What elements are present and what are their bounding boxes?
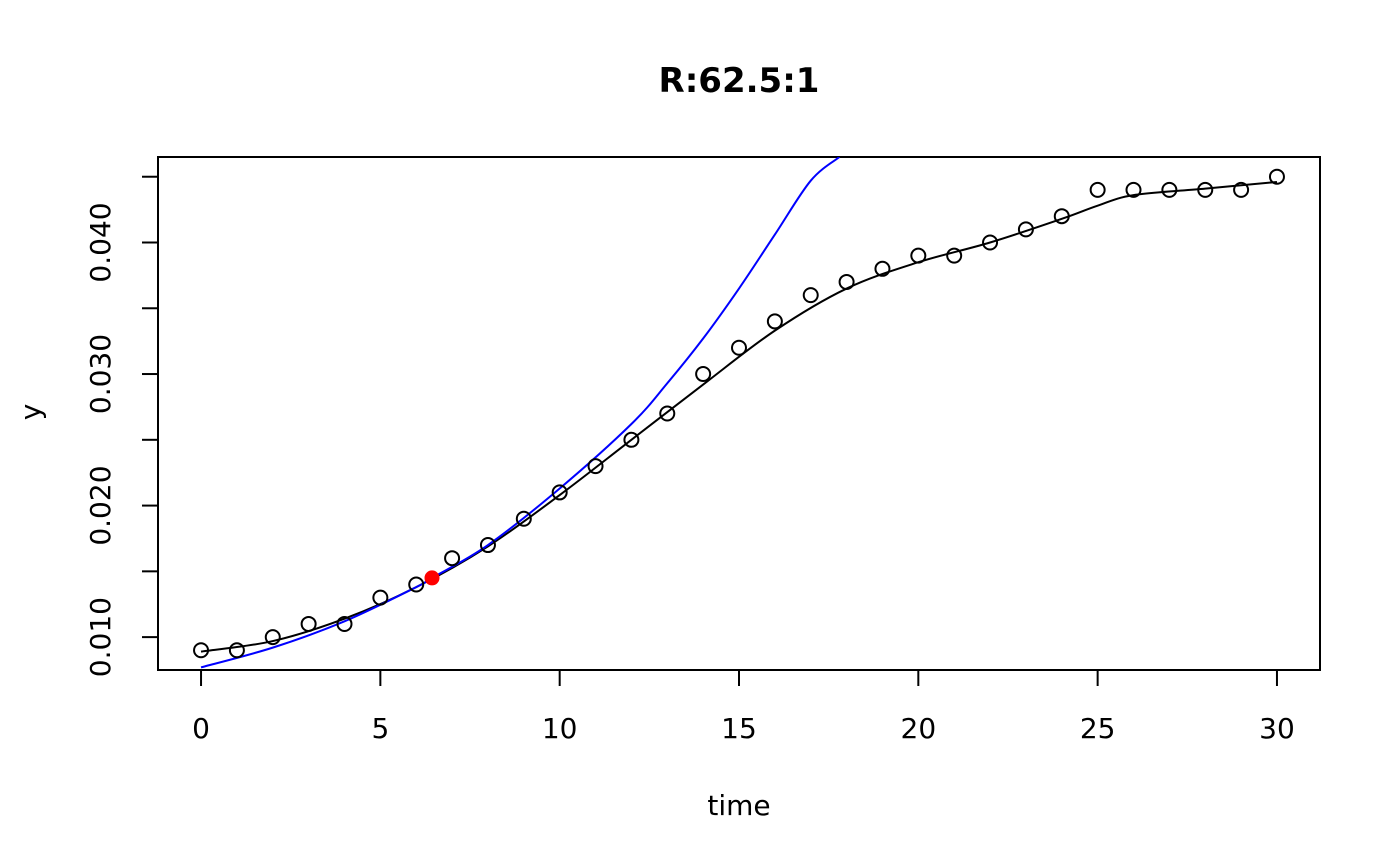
x-tick-label: 5 xyxy=(371,712,389,745)
data-point xyxy=(515,510,532,527)
data-point xyxy=(408,576,425,593)
data-point xyxy=(659,405,676,422)
highlight-point xyxy=(424,570,440,586)
x-tick-label: 30 xyxy=(1259,712,1295,745)
data-point xyxy=(264,629,281,646)
data-point xyxy=(444,550,461,567)
tangent-curve-line xyxy=(200,157,841,669)
data-point xyxy=(300,615,317,632)
series-layer xyxy=(193,157,1285,669)
data-point xyxy=(910,247,927,264)
data-point xyxy=(587,458,604,475)
data-point xyxy=(1161,181,1178,198)
y-tick-label: 0.040 xyxy=(84,202,117,282)
axes: 0 5 10 15 20 25 30 0.010 0.020 0.030 0.040 xyxy=(84,175,1295,745)
data-point xyxy=(1017,221,1034,238)
data-point xyxy=(193,642,210,659)
data-point xyxy=(1197,181,1214,198)
x-tick-label: 20 xyxy=(901,712,937,745)
data-point xyxy=(874,260,891,277)
data-point xyxy=(731,339,747,356)
x-tick-label: 25 xyxy=(1080,712,1116,745)
x-tick-label: 0 xyxy=(192,712,210,745)
chart-title: R:62.5:1 xyxy=(659,61,820,101)
data-point xyxy=(1125,181,1142,198)
data-point xyxy=(336,615,353,632)
y-tick-label: 0.030 xyxy=(84,334,117,414)
data-point xyxy=(766,313,783,330)
x-tick-label: 15 xyxy=(721,712,757,745)
data-point xyxy=(479,537,496,554)
data-point xyxy=(1089,181,1106,198)
data-point xyxy=(623,431,640,448)
smoothed-fit-line xyxy=(200,180,1278,653)
x-axis-label: time xyxy=(707,789,770,822)
data-point xyxy=(551,484,568,501)
y-axis-label: y xyxy=(14,404,47,421)
data-point xyxy=(982,234,999,251)
data-point xyxy=(1233,181,1250,198)
y-tick-label: 0.010 xyxy=(84,597,117,677)
data-point xyxy=(695,366,712,383)
data-point xyxy=(1268,168,1285,185)
y-tick-label: 0.020 xyxy=(84,465,117,545)
data-point xyxy=(946,247,963,264)
data-point xyxy=(838,273,855,290)
data-point xyxy=(228,642,245,659)
data-point xyxy=(372,589,389,606)
plot-frame xyxy=(157,156,1321,671)
data-point xyxy=(1053,208,1070,225)
x-tick-label: 10 xyxy=(542,712,578,745)
data-point xyxy=(802,287,819,304)
